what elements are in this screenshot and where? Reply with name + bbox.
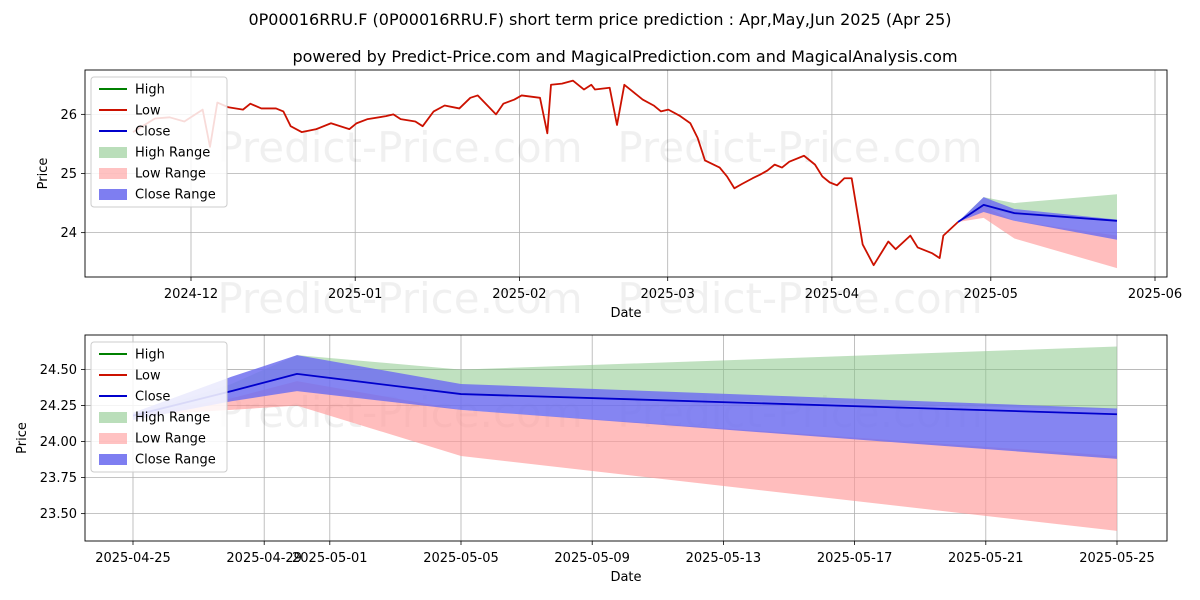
y-tick-label: 24.50 (40, 363, 77, 378)
x-tick-label: 2025-04 (805, 287, 859, 302)
legend-label: High Range (135, 411, 210, 426)
x-tick-label: 2025-05 (964, 287, 1018, 302)
plot-frame (84, 334, 1168, 542)
y-tick-label: 26 (60, 108, 77, 123)
x-tick-label: 2025-05-17 (817, 551, 893, 566)
legend-swatch-close-range (99, 189, 127, 200)
y-tick-label: 23.50 (40, 507, 77, 522)
legend-swatch-high-range (99, 147, 127, 158)
x-tick-label: 2025-05-13 (686, 551, 762, 566)
y-axis-label: Price (36, 158, 51, 190)
y-tick-label: 23.75 (40, 471, 77, 486)
chart-subtitle: powered by Predict-Price.com and Magical… (292, 47, 957, 66)
legend-label: Close (135, 125, 170, 140)
legend-swatch-low-range (99, 433, 127, 444)
legend: High Low Close High Range Low Range Close Ran… (90, 76, 228, 208)
legend-label: Low Range (135, 167, 206, 182)
legend-label: Close (135, 390, 170, 405)
x-tick-label: 2025-04-29 (226, 551, 302, 566)
x-tick-label: 2025-05-25 (1079, 551, 1155, 566)
x-tick-label: 2024-12 (164, 287, 218, 302)
y-tick-label: 24.25 (40, 399, 77, 414)
legend-swatch-high-range (99, 412, 127, 423)
legend-label: High Range (135, 146, 210, 161)
y-tick-label: 24 (60, 226, 77, 241)
low-range-area (958, 206, 1117, 269)
legend: High Low Close High Range Low Range Close Ran… (90, 341, 228, 473)
x-tick-label: 2025-05-05 (423, 551, 499, 566)
x-tick-label: 2025-05-09 (554, 551, 630, 566)
x-tick-label: 2025-01 (328, 287, 382, 302)
legend-label: Low (135, 369, 161, 384)
high-range-area (958, 194, 1117, 222)
legend-label: Low (135, 104, 161, 119)
watermark-right: Predict-Price.com (617, 123, 982, 172)
y-axis-label: Price (15, 422, 30, 454)
watermark-left: Predict-Price.com (217, 123, 582, 172)
legend-label: High (135, 348, 165, 363)
high-range-area (133, 346, 1117, 416)
chart-panel-1: 2024-12 2025-01 2025-02 2025-03 2025-04 2025-… (36, 69, 1182, 323)
y-tick-label: 25 (60, 167, 77, 182)
x-tick-label: 2025-03 (641, 287, 695, 302)
legend-label: Close Range (135, 453, 216, 468)
x-axis-label: Date (610, 570, 641, 585)
chart-title: 0P00016RRU.F (0P00016RRU.F) short term p… (248, 10, 951, 29)
x-tick-label: 2025-02 (492, 287, 546, 302)
x-tick-label: 2025-05-01 (292, 551, 368, 566)
legend-label: Low Range (135, 432, 206, 447)
low-range-area (133, 381, 1117, 531)
low-series-line (132, 79, 959, 267)
plot-frame (84, 69, 1168, 278)
close-range-area (133, 355, 1117, 459)
close-series-line (957, 203, 1118, 223)
x-tick-label: 2025-04-25 (95, 551, 171, 566)
x-axis-label: Date (610, 306, 641, 321)
legend-label: Close Range (135, 188, 216, 203)
watermark-bottom-right: Predict-Price.com (617, 274, 982, 323)
legend-swatch-low-range (99, 168, 127, 179)
legend-label: High (135, 83, 165, 98)
legend-swatch-close-range (99, 454, 127, 465)
watermark-bottom-left: Predict-Price.com (217, 274, 582, 323)
x-tick-label: 2025-06 (1128, 287, 1182, 302)
x-tick-label: 2025-05-21 (948, 551, 1024, 566)
y-tick-label: 24.00 (40, 435, 77, 450)
